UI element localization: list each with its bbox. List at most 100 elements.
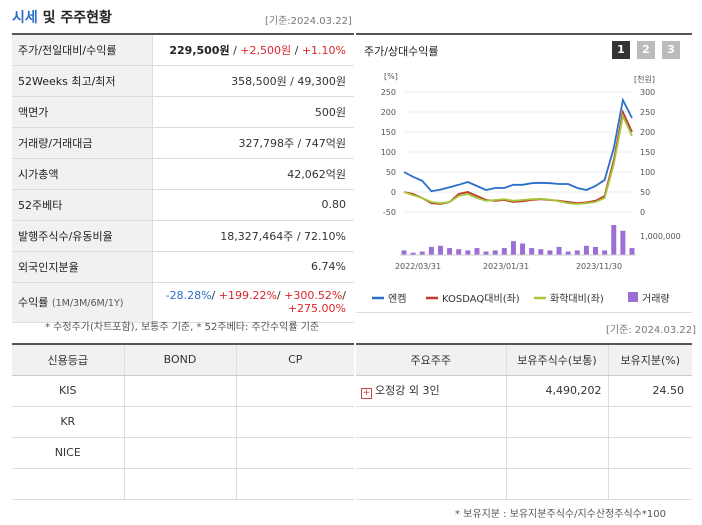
volume-bar [602, 250, 608, 255]
table-row: 액면가 500원 [12, 96, 354, 128]
returns-label: 수익률 [18, 296, 49, 309]
major-holders-table: 주요주주 보유주식수(보통) 보유지분(%) + 오정강 외 3인 4,490,2… [356, 343, 692, 500]
cp-cell [236, 468, 354, 500]
return-3m: +199.22% [218, 289, 277, 302]
volume-bar [419, 251, 425, 255]
shares-cell [506, 406, 609, 438]
base-date: [기준:2024.03.22] [265, 16, 352, 27]
right-tick-label: 150 [640, 148, 655, 157]
volume-bar [611, 225, 617, 255]
cp-cell [236, 406, 354, 438]
returns-value: -28.28%/ +199.22%/ +300.52%/+275.00% [152, 282, 354, 323]
table-header: 신용등급 BOND CP [12, 344, 354, 376]
left-tick-label: 0 [391, 188, 396, 197]
ratio-cell [608, 406, 692, 438]
row-value: 500원 [152, 96, 354, 128]
bond-cell [124, 437, 237, 469]
x-tick-label: 2023/01/31 [483, 262, 529, 271]
agency-cell: KIS [12, 375, 125, 407]
col-header-cp: CP [236, 344, 354, 376]
holder-cell [356, 437, 507, 469]
shares-cell [506, 468, 609, 500]
holders-base-date: [기준: 2024.03.22] [606, 325, 697, 336]
right-tick-label: 250 [640, 108, 655, 117]
holders-footnote: * 보유지분 : 보유지분주식수/지수산정주식수*100 [455, 509, 666, 520]
legend-label: KOSDAQ대비(좌) [442, 293, 520, 305]
separator: / [229, 43, 241, 57]
chart-title: 주가/상대수익률 [364, 45, 439, 58]
return-1m: -28.28% [165, 289, 212, 302]
table-row: 수익률 (1M/3M/6M/1Y) -28.28%/ +199.22%/ +30… [12, 282, 354, 323]
footnote: * 수정주가(차트포함), 보통주 기준, * 52주베타: 주간수익률 기준 [45, 322, 320, 333]
volume-bar [538, 249, 544, 255]
col-header-rating: 신용등급 [12, 344, 125, 376]
chart-tab-2[interactable]: 2 [637, 41, 655, 59]
row-label: 52주베타 [12, 189, 153, 221]
agency-cell [12, 468, 125, 500]
left-tick-label: 250 [381, 88, 396, 97]
right-tick-label: 300 [640, 88, 655, 97]
volume-tick-label: 1,000,000 [640, 232, 681, 241]
volume-bar [520, 243, 526, 255]
volume-bar [574, 250, 580, 255]
holder-name: 오정강 외 3인 [375, 384, 440, 397]
volume-bar [465, 250, 471, 255]
row-label: 액면가 [12, 96, 153, 128]
table-row [12, 468, 354, 500]
row-label: 52Weeks 최고/최저 [12, 65, 153, 97]
right-tick-label: 0 [640, 208, 645, 217]
right-tick-label: 200 [640, 128, 655, 137]
table-row: NICE [12, 437, 354, 469]
holder-cell [356, 406, 507, 438]
table-row: KR [12, 406, 354, 438]
table-row: 거래량/거래대금 327,798주 / 747억원 [12, 127, 354, 159]
legend-label: 거래량 [642, 293, 670, 305]
legend-swatch [628, 292, 638, 302]
chart-tab-3[interactable]: 3 [662, 41, 680, 59]
right-tick-label: 100 [640, 168, 655, 177]
volume-bar [474, 248, 480, 255]
volume-bar [583, 245, 589, 255]
table-row [356, 468, 692, 500]
volume-bar [620, 230, 626, 255]
volume-bar [437, 245, 443, 255]
ratio-cell [608, 437, 692, 469]
row-label: 외국인지분율 [12, 251, 153, 283]
volume-bar [401, 250, 407, 255]
chart-svg: 250 200 150 100 50 0 -50 300 250 200 150 100 50 0 [%] [… [372, 72, 681, 305]
shares-cell: 4,490,202 [506, 375, 609, 407]
cp-cell [236, 375, 354, 407]
returns-sublabel: (1M/3M/6M/1Y) [51, 298, 124, 309]
volume-bar [593, 246, 599, 255]
row-value: 6.74% [152, 251, 354, 283]
volume-bar [565, 251, 571, 255]
series-line-2 [403, 113, 633, 205]
table-row [356, 437, 692, 469]
row-value: 42,062억원 [152, 158, 354, 190]
chart-tab-1[interactable]: 1 [612, 41, 630, 59]
row-value: 0.80 [152, 189, 354, 221]
volume-bar [492, 250, 498, 255]
x-tick-label: 2023/11/30 [576, 262, 622, 271]
price-value: 229,500원 / +2,500원 / +1.10% [152, 34, 354, 66]
row-value: 18,327,464주 / 72.10% [152, 220, 354, 252]
table-row: 외국인지분율 6.74% [12, 251, 354, 283]
col-header-bond: BOND [124, 344, 237, 376]
row-label: 주가/전일대비/수익률 [12, 34, 153, 66]
row-value: 358,500원 / 49,300원 [152, 65, 354, 97]
shares-cell [506, 437, 609, 469]
volume-bar [447, 248, 453, 255]
page-title-rest: 및 주주현황 [37, 10, 112, 26]
holder-cell[interactable]: + 오정강 외 3인 [356, 375, 507, 407]
col-header-shares: 보유주식수(보통) [506, 344, 609, 376]
volume-bar [410, 252, 416, 255]
row-label: 거래량/거래대금 [12, 127, 153, 159]
page-title: 시세 및 주주현황 [12, 7, 112, 27]
change-rate: +1.10% [301, 43, 346, 57]
credit-rating-table: 신용등급 BOND CP KIS KR NICE [12, 343, 354, 500]
volume-bar [501, 248, 507, 255]
left-axis-unit: [%] [384, 72, 398, 81]
ratio-cell: 24.50 [608, 375, 692, 407]
expand-plus-icon[interactable]: + [361, 388, 372, 399]
legend-label: 엔켐 [388, 293, 406, 305]
